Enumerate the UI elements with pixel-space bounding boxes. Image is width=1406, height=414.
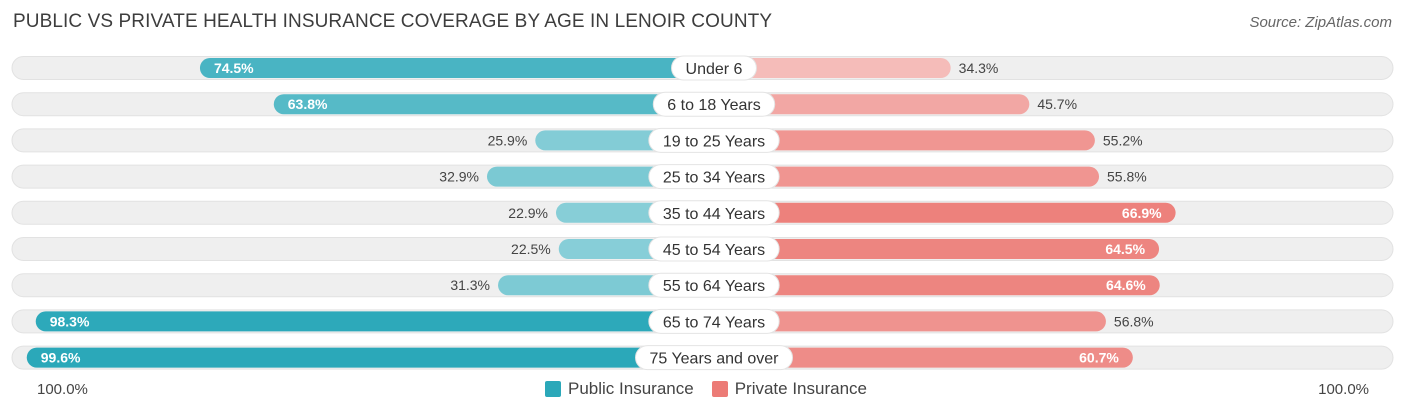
category-pill-6-to-18-years bbox=[652, 91, 776, 117]
value-label-public-65-to-74-years: 98.3% bbox=[50, 313, 90, 329]
category-pill-75-years-and-over bbox=[635, 345, 793, 371]
category-pill-19-to-25-years bbox=[648, 127, 780, 153]
value-label-public-45-to-54-years: 22.5% bbox=[511, 241, 551, 257]
value-label-private-25-to-34-years: 55.8% bbox=[1107, 169, 1147, 185]
axis-right-label: 100.0% bbox=[1318, 381, 1369, 398]
value-label-public-6-to-18-years: 63.8% bbox=[288, 96, 328, 112]
category-label-65-to-74-years: 65 to 74 Years bbox=[663, 314, 765, 331]
category-label-45-to-54-years: 45 to 54 Years bbox=[663, 242, 765, 259]
bar-private-35-to-44-years bbox=[714, 202, 1176, 223]
bar-private-55-to-64-years bbox=[714, 275, 1160, 296]
category-pill-under-6 bbox=[671, 55, 757, 81]
category-label-under-6: Under 6 bbox=[686, 61, 743, 78]
bar-private-25-to-34-years bbox=[714, 166, 1100, 187]
value-label-public-55-to-64-years: 31.3% bbox=[450, 277, 490, 293]
value-label-public-under-6: 74.5% bbox=[214, 60, 254, 76]
category-label-75-years-and-over: 75 Years and over bbox=[650, 351, 780, 368]
legend-item-private[interactable]: Private Insurance bbox=[711, 379, 867, 399]
axis-left-label: 100.0% bbox=[37, 381, 88, 398]
category-label-25-to-34-years: 25 to 34 Years bbox=[663, 170, 765, 187]
category-pill-25-to-34-years bbox=[648, 164, 780, 190]
bar-private-45-to-54-years bbox=[714, 239, 1160, 259]
category-pill-55-to-64-years bbox=[648, 272, 780, 298]
value-label-public-75-years-and-over: 99.6% bbox=[41, 350, 81, 366]
legend-label-private: Private Insurance bbox=[734, 379, 867, 398]
bar-public-6-to-18-years bbox=[273, 94, 714, 115]
value-label-private-6-to-18-years: 45.7% bbox=[1037, 96, 1077, 112]
value-label-public-19-to-25-years: 25.9% bbox=[488, 132, 528, 148]
chart-title: PUBLIC VS PRIVATE HEALTH INSURANCE COVER… bbox=[13, 11, 773, 32]
value-label-private-75-years-and-over: 60.7% bbox=[1079, 350, 1119, 366]
value-label-private-45-to-54-years: 64.5% bbox=[1105, 241, 1145, 257]
bar-private-75-years-and-over bbox=[714, 347, 1133, 368]
value-label-private-19-to-25-years: 55.2% bbox=[1103, 132, 1143, 148]
value-label-private-under-6: 34.3% bbox=[959, 60, 999, 76]
category-pill-35-to-44-years bbox=[648, 200, 780, 226]
source-credit: Source: ZipAtlas.com bbox=[1249, 14, 1392, 31]
legend-item-public[interactable]: Public Insurance bbox=[545, 379, 694, 399]
bar-public-under-6 bbox=[199, 58, 714, 78]
legend-swatch-private bbox=[711, 381, 728, 397]
category-pill-65-to-74-years bbox=[648, 308, 780, 334]
bar-public-75-years-and-over bbox=[26, 347, 714, 368]
category-label-55-to-64-years: 55 to 64 Years bbox=[663, 278, 765, 295]
bar-private-19-to-25-years bbox=[714, 130, 1095, 151]
value-label-private-35-to-44-years: 66.9% bbox=[1122, 205, 1162, 221]
legend: Public Insurance Private Insurance bbox=[545, 379, 867, 399]
category-pill-45-to-54-years bbox=[648, 236, 780, 262]
category-label-35-to-44-years: 35 to 44 Years bbox=[663, 206, 765, 223]
bar-private-under-6 bbox=[714, 58, 951, 78]
bar-private-6-to-18-years bbox=[714, 94, 1030, 115]
value-label-public-25-to-34-years: 32.9% bbox=[439, 169, 479, 185]
value-label-private-55-to-64-years: 64.6% bbox=[1106, 277, 1146, 293]
bar-private-65-to-74-years bbox=[714, 311, 1106, 332]
value-label-public-35-to-44-years: 22.9% bbox=[508, 205, 548, 221]
category-label-6-to-18-years: 6 to 18 Years bbox=[667, 97, 760, 114]
legend-swatch-public bbox=[545, 381, 561, 397]
bar-public-65-to-74-years bbox=[35, 311, 715, 332]
value-label-private-65-to-74-years: 56.8% bbox=[1114, 313, 1154, 329]
legend-label-public: Public Insurance bbox=[568, 379, 694, 398]
category-label-19-to-25-years: 19 to 25 Years bbox=[663, 133, 765, 150]
